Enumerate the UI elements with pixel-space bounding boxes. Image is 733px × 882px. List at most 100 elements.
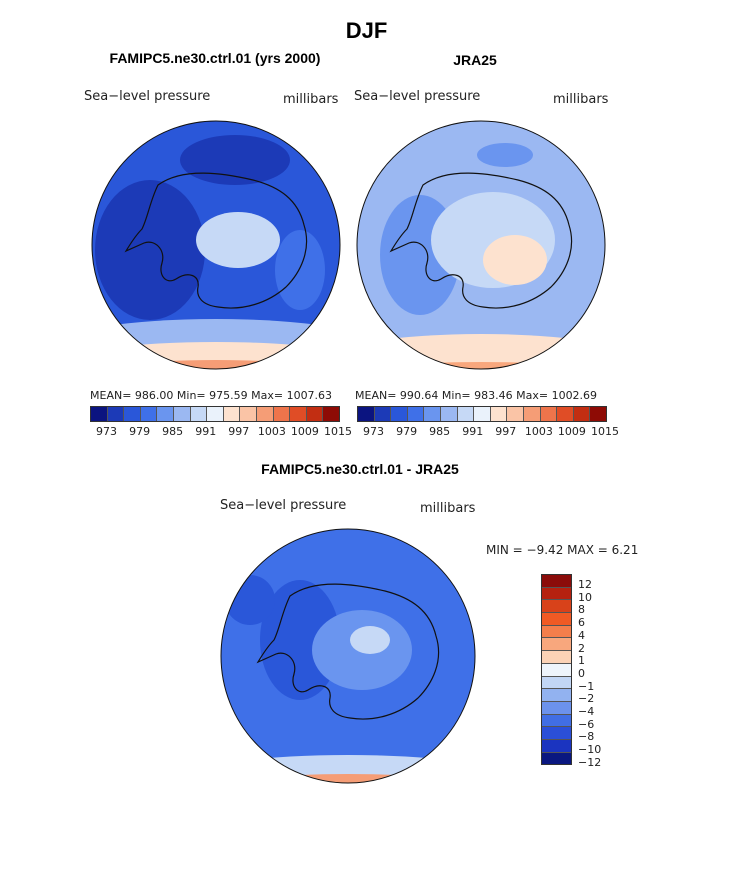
colorbar-tick-label: 973 [96, 425, 118, 438]
panel2-map-border [356, 120, 606, 370]
colorbar-tick-label: 1009 [557, 425, 586, 438]
colorbar-tick-label: −2 [578, 692, 595, 706]
panel2-map [357, 121, 605, 369]
colorbar-swatch [173, 407, 191, 421]
colorbar-swatch [490, 407, 508, 421]
panel3-variable-label: Sea−level pressure [220, 498, 347, 513]
colorbar-swatch [424, 407, 441, 421]
panel1-units-label: millibars [283, 92, 339, 107]
colorbar-tick-label: 997 [495, 425, 517, 438]
colorbar-swatch [542, 701, 571, 715]
panel3-low-coast [225, 575, 275, 625]
colorbar-swatch [207, 407, 224, 421]
figure-title: DJF [345, 18, 388, 43]
panel1-low-north [180, 135, 290, 185]
panel3-minmax: MIN = −9.42 MAX = 6.21 [486, 543, 639, 557]
colorbar-swatch [374, 407, 392, 421]
colorbar-swatch [91, 407, 108, 421]
colorbar-tick-label: 991 [462, 425, 484, 438]
colorbar-swatch [557, 407, 574, 421]
colorbar-swatch [542, 739, 571, 753]
colorbar-swatch [407, 407, 425, 421]
colorbar-tick-label: −1 [578, 679, 595, 693]
colorbar-tick-label: 0 [578, 666, 585, 680]
panel1-zone-east [275, 230, 325, 310]
colorbar-swatch [590, 407, 606, 421]
panel1-low-west [95, 180, 205, 320]
panel2-band-peach [357, 334, 605, 369]
colorbar-tick-label: −6 [578, 717, 595, 731]
colorbar-tick-label: 8 [578, 603, 585, 617]
colorbar-swatch [440, 407, 458, 421]
colorbar-swatch [540, 407, 558, 421]
colorbar-tick-label: 1 [578, 654, 585, 668]
colorbar-swatch [507, 407, 524, 421]
colorbar-swatch [542, 727, 571, 740]
panel1-map [92, 121, 340, 369]
colorbar-swatch [542, 676, 571, 690]
colorbar-swatch [542, 613, 571, 626]
colorbar-tick-label: −12 [578, 755, 602, 769]
panel1-stats: MEAN= 986.00 Min= 975.59 Max= 1007.63 [90, 389, 333, 402]
colorbar-swatch [573, 407, 591, 421]
panel3-units-label: millibars [420, 501, 476, 516]
colorbar-swatch [358, 407, 375, 421]
colorbar-tick-label: 1015 [324, 425, 352, 438]
panel3-colorbar [541, 574, 572, 766]
panel1-variable-label: Sea−level pressure [84, 89, 211, 104]
panel3-title: FAMIPC5.ne30.ctrl.01 - JRA25 [261, 461, 459, 477]
colorbar-tick-label: −10 [578, 743, 602, 757]
panel1-map-border [91, 120, 341, 370]
colorbar-tick-label: 1015 [591, 425, 619, 438]
colorbar-tick-label: 1003 [257, 425, 286, 438]
colorbar-tick-label: 4 [578, 628, 585, 642]
colorbar-swatch [542, 587, 571, 601]
panel1-colorbar-ticks: 973 979 985 991 997 1003 1009 1015 [90, 425, 352, 439]
colorbar-tick-label: −8 [578, 730, 595, 744]
colorbar-swatch [190, 407, 208, 421]
colorbar-swatch [474, 407, 491, 421]
panel2-variable-label: Sea−level pressure [354, 89, 481, 104]
colorbar-tick-label: 1009 [290, 425, 319, 438]
colorbar-swatch [542, 689, 571, 702]
panel1-title: FAMIPC5.ne30.ctrl.01 (yrs 2000) [109, 50, 321, 66]
colorbar-swatch [240, 407, 257, 421]
colorbar-tick-label: 979 [129, 425, 151, 438]
colorbar-swatch [457, 407, 475, 421]
colorbar-tick-label: 985 [162, 425, 184, 438]
colorbar-swatch [323, 407, 339, 421]
colorbar-tick-label: 10 [578, 590, 592, 604]
colorbar-swatch [542, 752, 571, 765]
colorbar-tick-label: 997 [228, 425, 250, 438]
colorbar-tick-label: 973 [363, 425, 385, 438]
panel3-band-warm [221, 774, 475, 783]
colorbar-swatch [391, 407, 408, 421]
panel1-ice-core [196, 212, 280, 268]
colorbar-swatch [542, 714, 571, 728]
panel1-colorbar [90, 406, 340, 422]
colorbar-swatch [542, 638, 571, 652]
colorbar-swatch [542, 600, 571, 614]
colorbar-swatch [542, 575, 571, 588]
colorbar-swatch [523, 407, 541, 421]
panel2-high-core [483, 235, 547, 285]
colorbar-swatch [223, 407, 241, 421]
colorbar-tick-label: 6 [578, 616, 585, 630]
colorbar-swatch [140, 407, 158, 421]
panel2-colorbar-ticks: 973 979 985 991 997 1003 1009 1015 [357, 425, 619, 439]
colorbar-swatch [306, 407, 324, 421]
colorbar-swatch [273, 407, 291, 421]
panel3-map-border [220, 528, 476, 784]
panel2-title: JRA25 [453, 52, 497, 68]
panel2-low-north [477, 143, 533, 167]
colorbar-tick-label: −4 [578, 705, 595, 718]
colorbar-swatch [542, 651, 571, 664]
colorbar-tick-label: 12 [578, 578, 592, 591]
panel2-stats: MEAN= 990.64 Min= 983.46 Max= 1002.69 [355, 389, 598, 402]
colorbar-tick-label: 991 [195, 425, 217, 438]
colorbar-swatch [107, 407, 125, 421]
panel3-map [221, 529, 475, 783]
colorbar-swatch [542, 625, 571, 639]
panel3-interior-pale [350, 626, 390, 654]
